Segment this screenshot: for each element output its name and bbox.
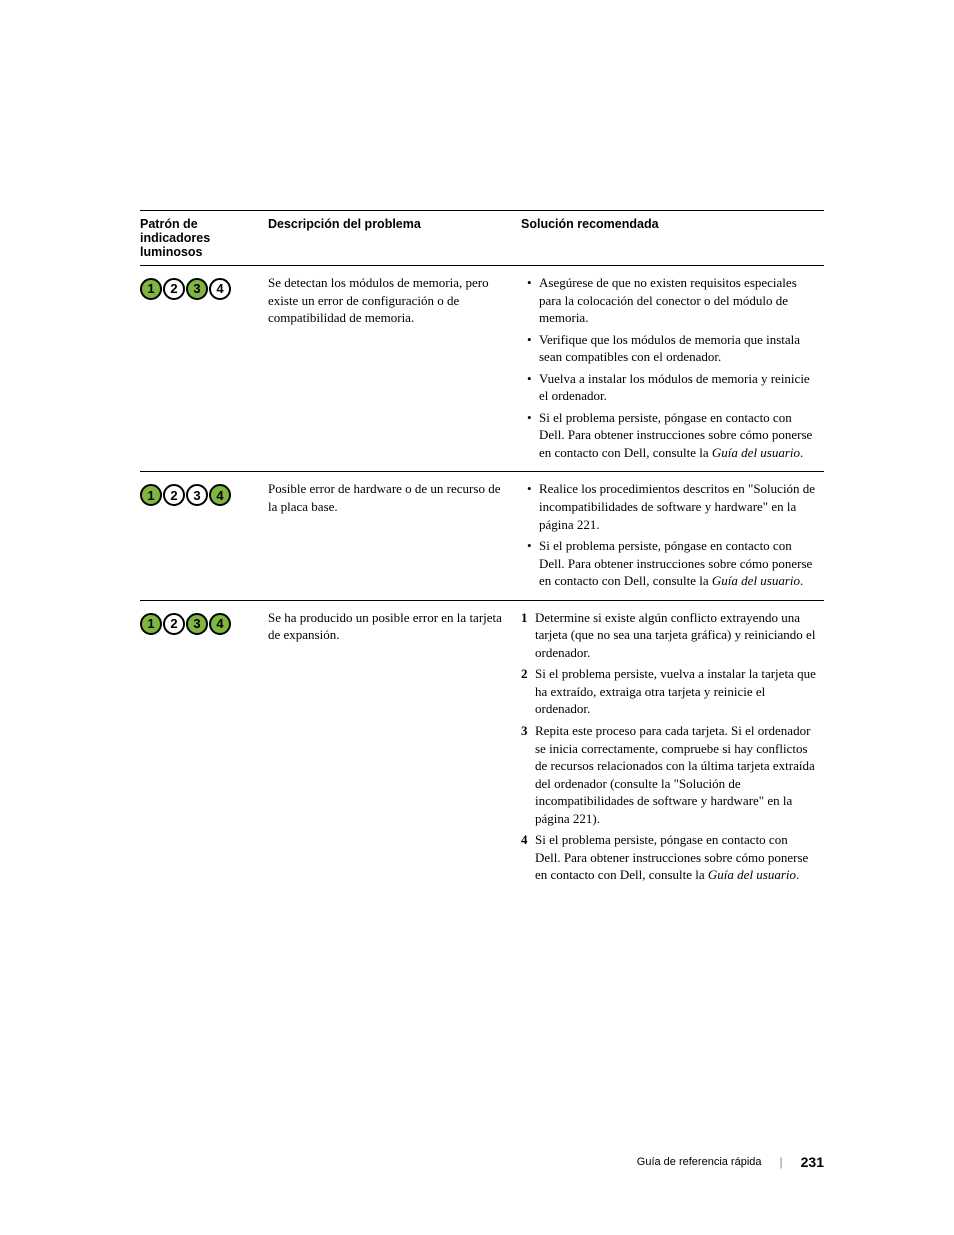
italic-reference: Guía del usuario [712, 445, 800, 460]
pattern-cell: 1234 [140, 266, 268, 472]
solution-cell: Realice los procedimientos descritos en … [521, 472, 824, 600]
footer-title: Guía de referencia rápida [637, 1156, 762, 1168]
italic-reference: Guía del usuario [712, 573, 800, 588]
light-on-icon: 3 [186, 278, 208, 300]
header-pattern: Patrón de indicadores luminosos [140, 211, 268, 266]
step-number: 2 [521, 665, 528, 683]
solution-list: Realice los procedimientos descritos en … [521, 480, 816, 589]
solution-cell: Asegúrese de que no existen requisitos e… [521, 266, 824, 472]
diagnostics-table: Patrón de indicadores luminosos Descripc… [140, 210, 824, 894]
solution-text: Si el problema persiste, póngase en cont… [535, 832, 808, 882]
solution-text: Repita este proceso para cada tarjeta. S… [535, 723, 815, 826]
solution-item: 3 Repita este proceso para cada tarjeta. … [521, 722, 816, 827]
solution-text: Determine si existe algún conflicto extr… [535, 610, 815, 660]
solution-text: Vuelva a instalar los módulos de memoria… [539, 371, 810, 404]
solution-text: Asegúrese de que no existen requisitos e… [539, 275, 797, 325]
page-footer: Guía de referencia rápida | 231 [637, 1154, 824, 1170]
solution-item: Vuelva a instalar los módulos de memoria… [531, 370, 816, 405]
pattern-cell: 1234 [140, 600, 268, 894]
solution-item: Asegúrese de que no existen requisitos e… [531, 274, 816, 327]
solution-text: Si el problema persiste, póngase en cont… [539, 538, 812, 588]
light-off-icon: 3 [186, 484, 208, 506]
italic-reference: Guía del usuario [708, 867, 796, 882]
solution-item: Realice los procedimientos descritos en … [531, 480, 816, 533]
light-on-icon: 1 [140, 278, 162, 300]
step-number: 4 [521, 831, 528, 849]
solution-item: Verifique que los módulos de memoria que… [531, 331, 816, 366]
step-number: 1 [521, 609, 528, 627]
light-pattern: 1234 [140, 484, 260, 506]
solution-item: 1 Determine si existe algún conflicto ext… [521, 609, 816, 662]
light-on-icon: 4 [209, 484, 231, 506]
solution-cell: 1 Determine si existe algún conflicto ext… [521, 600, 824, 894]
solution-item: Si el problema persiste, póngase en cont… [531, 537, 816, 590]
light-off-icon: 2 [163, 613, 185, 635]
step-number: 3 [521, 722, 528, 740]
table-row: 1234Se ha producido un posible error en … [140, 600, 824, 894]
light-off-icon: 4 [209, 278, 231, 300]
solution-text: Si el problema persiste, póngase en cont… [539, 410, 812, 460]
table-row: 1234 Se detectan los módulos de memoria, … [140, 266, 824, 472]
solution-text: Si el problema persiste, vuelva a instal… [535, 666, 816, 716]
solution-list: 1 Determine si existe algún conflicto ext… [521, 609, 816, 884]
light-on-icon: 1 [140, 484, 162, 506]
header-solution: Solución recomendada [521, 211, 824, 266]
solution-item: 4 Si el problema persiste, póngase en con… [521, 831, 816, 884]
light-on-icon: 3 [186, 613, 208, 635]
page-number: 231 [801, 1154, 824, 1170]
solution-item: 2 Si el problema persiste, vuelva a insta… [521, 665, 816, 718]
table-row: 1234 Posible error de hardware o de un re… [140, 472, 824, 600]
light-off-icon: 2 [163, 278, 185, 300]
footer-separator: | [780, 1155, 783, 1169]
light-pattern: 1234 [140, 278, 260, 300]
header-description: Descripción del problema [268, 211, 521, 266]
description-cell: Posible error de hardware o de un recurs… [268, 472, 521, 600]
description-cell: Se ha producido un posible error en la t… [268, 600, 521, 894]
light-on-icon: 1 [140, 613, 162, 635]
light-off-icon: 2 [163, 484, 185, 506]
description-cell: Se detectan los módulos de memoria, pero… [268, 266, 521, 472]
pattern-cell: 1234 [140, 472, 268, 600]
solution-item: Si el problema persiste, póngase en cont… [531, 409, 816, 462]
light-on-icon: 4 [209, 613, 231, 635]
solution-text: Verifique que los módulos de memoria que… [539, 332, 800, 365]
solution-list: Asegúrese de que no existen requisitos e… [521, 274, 816, 461]
light-pattern: 1234 [140, 613, 260, 635]
solution-text: Realice los procedimientos descritos en … [539, 481, 815, 531]
